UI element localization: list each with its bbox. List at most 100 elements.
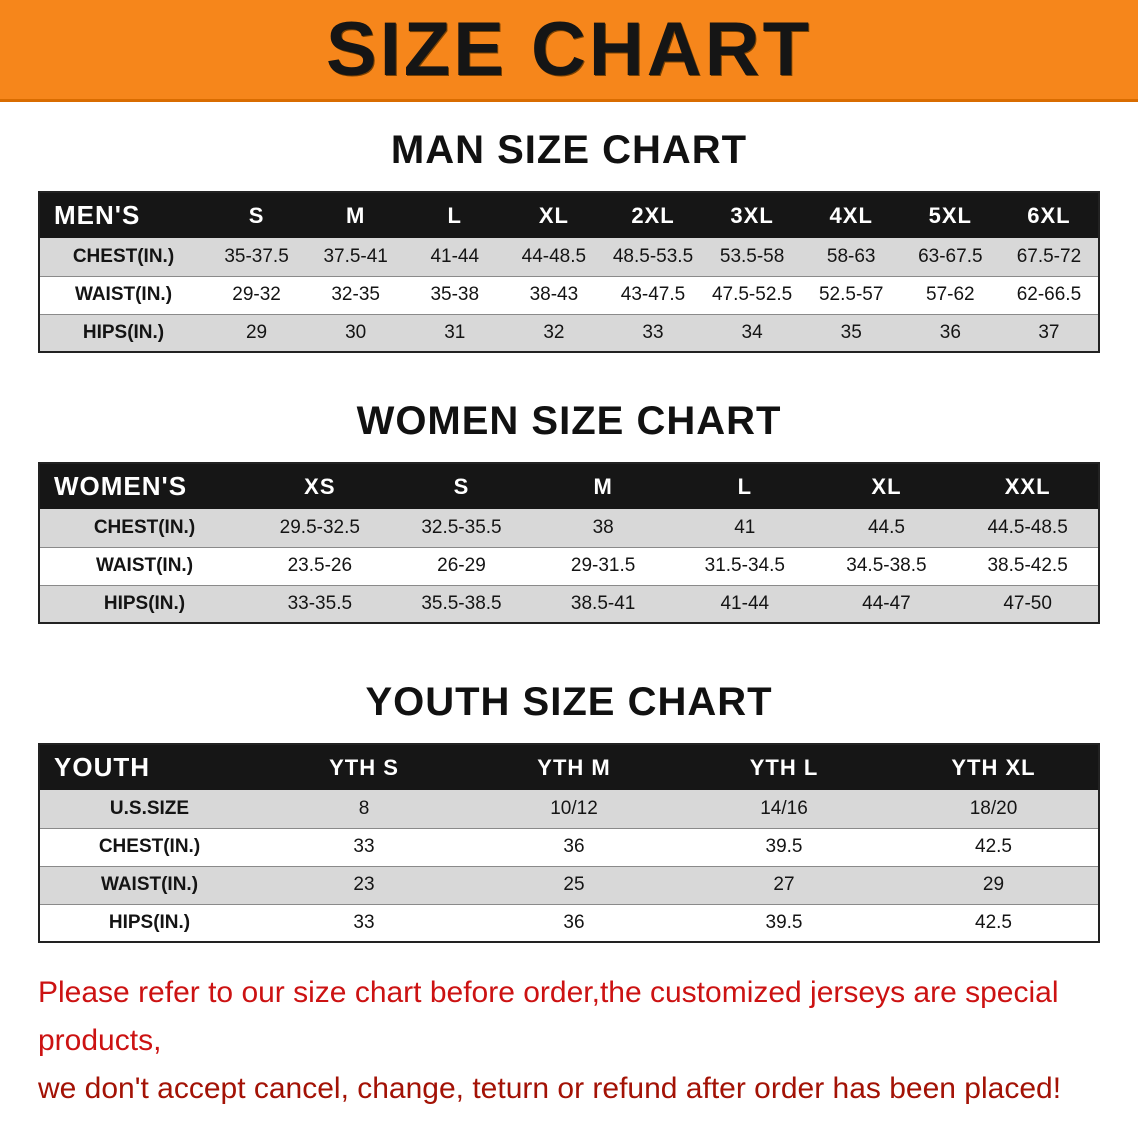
table-cell: 33 — [259, 903, 469, 942]
table-cell: 35 — [801, 313, 901, 352]
table-cell: 23.5-26 — [249, 546, 391, 585]
row-label: CHEST(IN.) — [39, 827, 259, 866]
disclaimer-line-1: Please refer to our size chart before or… — [38, 976, 1059, 1057]
table-cell: 31.5-34.5 — [673, 546, 816, 585]
table-cell: 42.5 — [889, 827, 1099, 866]
table-cell: 36 — [469, 827, 679, 866]
table-cell: 41 — [734, 516, 756, 538]
column-header: L — [405, 192, 505, 238]
table-cell: 36 — [900, 313, 1000, 352]
table-cell: 34 — [702, 313, 802, 352]
table-cell: 44.5 — [867, 516, 905, 538]
table-cell: 52.5-57 — [801, 275, 901, 314]
table-cell: 31 — [405, 313, 505, 352]
table-cell: 26-29 — [390, 546, 533, 585]
column-header: 4XL — [801, 192, 901, 238]
table-cell: 25 — [469, 865, 679, 904]
table-cell: 44-48.5 — [521, 245, 587, 267]
column-header: 6XL — [999, 192, 1099, 238]
table-cell: 48.5-53.5 — [612, 245, 694, 267]
table-cell: 14/16 — [760, 797, 808, 819]
youth-section-heading: YOUTH SIZE CHART — [365, 680, 773, 724]
banner-title: SIZE CHART — [326, 6, 812, 92]
table-cell: 10/12 — [550, 797, 598, 819]
table-title-cell: MEN'S — [39, 192, 207, 238]
table-cell: 38-43 — [504, 275, 604, 314]
table-cell: 53.5-58 — [719, 245, 785, 267]
column-header: S — [390, 463, 533, 509]
table-cell: 29-31.5 — [532, 546, 674, 585]
column-header: S — [207, 192, 307, 238]
table-cell: 32-35 — [306, 275, 406, 314]
disclaimer-text: Please refer to our size chart before or… — [0, 969, 1138, 1133]
table-cell: 41-44 — [430, 245, 480, 267]
row-label: HIPS(IN.) — [39, 313, 207, 352]
table-cell: 35-37.5 — [224, 245, 289, 267]
column-header: XL — [504, 192, 604, 238]
table-cell: 38.5-41 — [532, 584, 674, 623]
table-cell: 42.5 — [889, 903, 1099, 942]
column-header: L — [673, 463, 816, 509]
table-cell: 37 — [999, 313, 1099, 352]
table-row: WAIST(IN.) 23 25 27 29 — [39, 865, 1099, 904]
table-cell: 18/20 — [969, 797, 1018, 819]
table-cell: 37.5-41 — [323, 245, 388, 267]
size-chart-banner: SIZE CHART — [0, 0, 1138, 102]
column-header: 2XL — [603, 192, 703, 238]
row-label: WAIST(IN.) — [39, 865, 259, 904]
men-section-heading: MAN SIZE CHART — [390, 128, 748, 172]
column-header: M — [306, 192, 406, 238]
table-cell: 33 — [603, 313, 703, 352]
table-cell: 62-66.5 — [999, 275, 1099, 314]
table-cell: 33-35.5 — [249, 584, 391, 623]
table-cell: 58-63 — [826, 245, 876, 267]
row-label: U.S.SIZE — [109, 797, 190, 819]
table-title-cell: YOUTH — [39, 744, 259, 790]
row-label: HIPS(IN.) — [39, 903, 259, 942]
table-cell: 38 — [592, 516, 614, 538]
column-header: 3XL — [702, 192, 802, 238]
table-cell: 29 — [207, 313, 307, 352]
table-header-row: MEN'S S M L XL 2XL 3XL 4XL 5XL 6XL — [39, 192, 1099, 238]
row-label: CHEST(IN.) — [72, 245, 175, 267]
table-cell: 67.5-72 — [1016, 245, 1082, 267]
column-header: YTH S — [259, 744, 469, 790]
table-cell: 32 — [504, 313, 604, 352]
column-header: XL — [815, 463, 958, 509]
table-row: HIPS(IN.) 33 36 39.5 42.5 — [39, 903, 1099, 942]
men-size-table: MEN'S S M L XL 2XL 3XL 4XL 5XL 6XL CHEST(IN.) 35-37… — [38, 191, 1100, 353]
table-row: WAIST(IN.) 29-32 32-35 35-38 38-43 43-47.5 47.… — [39, 275, 1099, 314]
column-header: YTH XL — [889, 744, 1099, 790]
table-cell: 44.5-48.5 — [987, 516, 1068, 538]
column-header: XXL — [957, 463, 1099, 509]
column-header: 5XL — [900, 192, 1000, 238]
table-cell: 57-62 — [900, 275, 1000, 314]
table-cell: 36 — [469, 903, 679, 942]
table-cell: 43-47.5 — [603, 275, 703, 314]
column-header: YTH L — [679, 744, 889, 790]
column-header: M — [532, 463, 674, 509]
table-title-cell: WOMEN'S — [39, 463, 249, 509]
table-cell: 63-67.5 — [918, 245, 983, 267]
table-cell: 29 — [889, 865, 1099, 904]
row-label: HIPS(IN.) — [39, 584, 249, 623]
table-row: WAIST(IN.) 23.5-26 26-29 29-31.5 31.5-34.5 34… — [39, 546, 1099, 585]
table-cell: 34.5-38.5 — [815, 546, 958, 585]
column-header: YTH M — [469, 744, 679, 790]
row-label: WAIST(IN.) — [39, 275, 207, 314]
table-cell: 35.5-38.5 — [390, 584, 533, 623]
table-cell: 38.5-42.5 — [957, 546, 1099, 585]
table-cell: 27 — [679, 865, 889, 904]
table-cell: 29.5-32.5 — [279, 516, 360, 538]
table-cell: 32.5-35.5 — [421, 516, 502, 538]
row-label: CHEST(IN.) — [93, 516, 196, 538]
disclaimer-line-2: we don't accept cancel, change, teturn o… — [38, 1072, 1062, 1105]
table-cell: 8 — [358, 797, 370, 819]
table-cell: 44-47 — [815, 584, 958, 623]
table-row: U.S.SIZE 8 10/12 14/16 18/20 — [39, 790, 1099, 828]
table-cell: 29-32 — [207, 275, 307, 314]
table-header-row: WOMEN'S XS S M L XL XXL — [39, 463, 1099, 509]
table-row: HIPS(IN.) 33-35.5 35.5-38.5 38.5-41 41-44 44-… — [39, 584, 1099, 623]
table-cell: 23 — [259, 865, 469, 904]
table-row: CHEST(IN.) 35-37.5 37.5-41 41-44 44-48.5 48.5… — [39, 238, 1099, 276]
